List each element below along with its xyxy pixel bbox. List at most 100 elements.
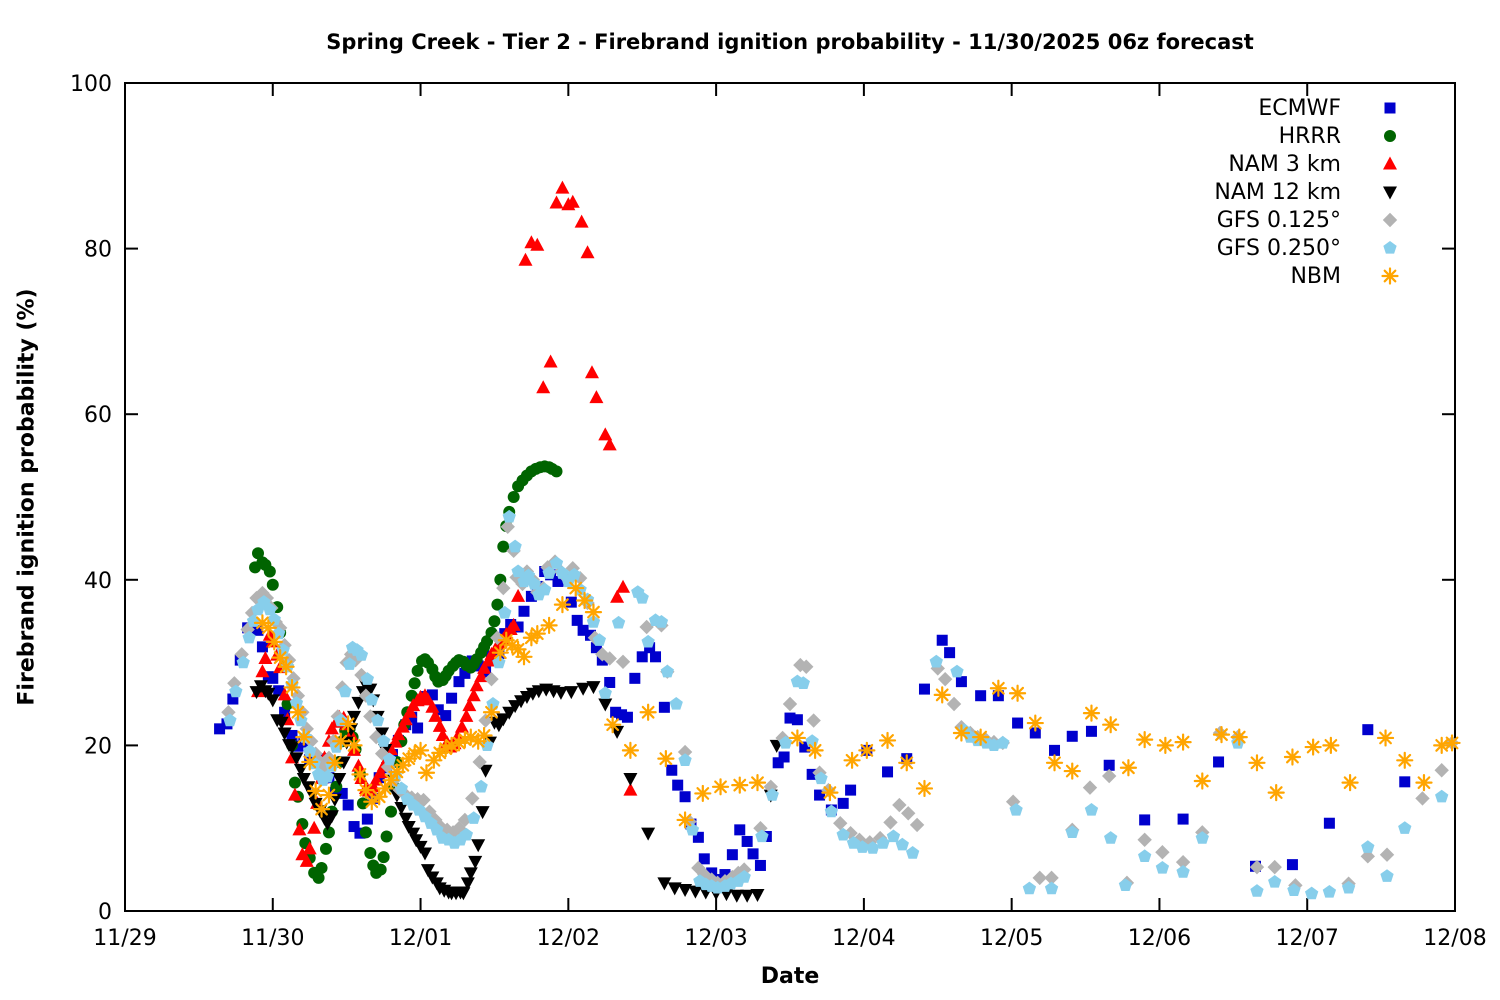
gfs250-point (1044, 881, 1059, 895)
gfs125-point (363, 709, 378, 724)
x-tick-label: 11/29 (93, 926, 156, 951)
nam12-point (394, 802, 409, 815)
gfs250-point (1250, 884, 1264, 897)
gfs250-point (267, 612, 281, 626)
ecmwf-point (453, 676, 465, 688)
ecmwf-point (279, 706, 291, 718)
nam12-point (460, 877, 475, 891)
gfs125-point (1082, 780, 1098, 795)
nam12-point (564, 686, 579, 700)
gfs250-point (1435, 789, 1449, 803)
gfs250-point (1380, 869, 1394, 882)
ecmwf-point (1323, 817, 1335, 829)
ecmwf-point (565, 596, 577, 608)
nam3-point (555, 180, 570, 194)
x-tick-label: 12/06 (1128, 926, 1191, 951)
legend-label: HRRR (1278, 123, 1341, 149)
nbm-point (540, 616, 558, 634)
nbm-point (878, 731, 897, 750)
gfs250-point (678, 753, 692, 766)
legend-item-gfs125: GFS 0.125° (1214, 206, 1403, 234)
gfs250-point (1268, 875, 1282, 888)
chart-title: Spring Creek - Tier 2 - Firebrand igniti… (326, 30, 1254, 54)
nbm-point (1304, 738, 1322, 756)
nam12-point (740, 889, 755, 903)
nam12-point (261, 687, 276, 701)
legend-item-nbm: NBM (1214, 262, 1403, 290)
ecmwf-point (432, 704, 444, 716)
ecmwf-point (267, 672, 279, 684)
gfs250-point (1022, 881, 1037, 895)
nbm-point (482, 703, 501, 721)
gfs250-marker-icon (1383, 241, 1397, 254)
gfs250-point (1341, 880, 1356, 894)
ecmwf-point (1103, 759, 1115, 771)
x-tick-label: 12/04 (832, 926, 895, 951)
nbm-point (788, 729, 806, 747)
gfs250-point (508, 539, 522, 553)
gfs250-point (886, 829, 901, 843)
nbm-point (952, 724, 971, 742)
nam12-point (475, 806, 490, 820)
ecmwf-point (837, 797, 849, 809)
nam3-legend-glyph (1383, 156, 1397, 170)
gfs125-point (439, 822, 455, 838)
x-tick-label: 12/08 (1423, 926, 1486, 951)
gfs125-point (1155, 845, 1170, 860)
nam3-point (481, 653, 496, 667)
nam12-point (401, 821, 416, 835)
gfs250-point (586, 615, 601, 628)
nam3-point (602, 437, 617, 451)
gfs125-point (639, 619, 654, 635)
gfs250-point (641, 634, 655, 648)
gfs250-point (855, 840, 870, 853)
nbm-point (326, 754, 344, 772)
gfs125-point (255, 585, 270, 601)
nbm-point (277, 658, 295, 676)
gfs125-point (1032, 870, 1047, 886)
nam12-point (274, 716, 289, 730)
gfs125-point (946, 696, 962, 712)
legend-label: NAM 3 km (1228, 151, 1341, 177)
nam3-point (432, 718, 447, 732)
nbm-point (289, 703, 307, 721)
gfs250-point (511, 564, 525, 578)
nam3-point (511, 588, 526, 602)
nbm-point (370, 788, 388, 806)
nam12-point (351, 696, 366, 710)
nam3-point (299, 853, 314, 867)
nam12-point (688, 885, 703, 899)
ecmwf-point (446, 692, 458, 704)
nam3-point (388, 734, 403, 748)
nbm-point (843, 751, 861, 769)
nam3-point (398, 712, 413, 726)
nam3-point (466, 688, 481, 702)
hrrr-point (507, 491, 520, 503)
ecmwf-point (590, 642, 602, 654)
nbm-legend-glyph (1381, 267, 1399, 285)
nbm-point (475, 726, 493, 745)
nam12-point (463, 867, 478, 881)
nam3-point (623, 782, 638, 796)
hrrr-point (322, 826, 335, 839)
x-tick-label: 12/03 (684, 926, 747, 951)
legend-label: GFS 0.250° (1216, 235, 1341, 261)
nam12-point (296, 773, 311, 787)
nam12-point (502, 706, 517, 720)
legend-item-nam3: NAM 3 km (1214, 150, 1403, 178)
nbm-point (858, 741, 876, 759)
gfs250-point (1084, 802, 1099, 816)
ecmwf-point (571, 614, 583, 626)
nam3-point (277, 687, 292, 701)
gfs125-point (286, 671, 301, 686)
nbm-point (621, 741, 640, 759)
nbm-point (553, 596, 572, 614)
hrrr-point (497, 540, 510, 553)
gfs250-point (836, 827, 850, 841)
ecmwf-point (1177, 813, 1189, 825)
nam12-point (398, 812, 413, 826)
nam12-point (409, 834, 424, 848)
gfs125-point (484, 671, 499, 687)
plot-border (124, 82, 1456, 912)
gfs125-point (833, 816, 848, 831)
